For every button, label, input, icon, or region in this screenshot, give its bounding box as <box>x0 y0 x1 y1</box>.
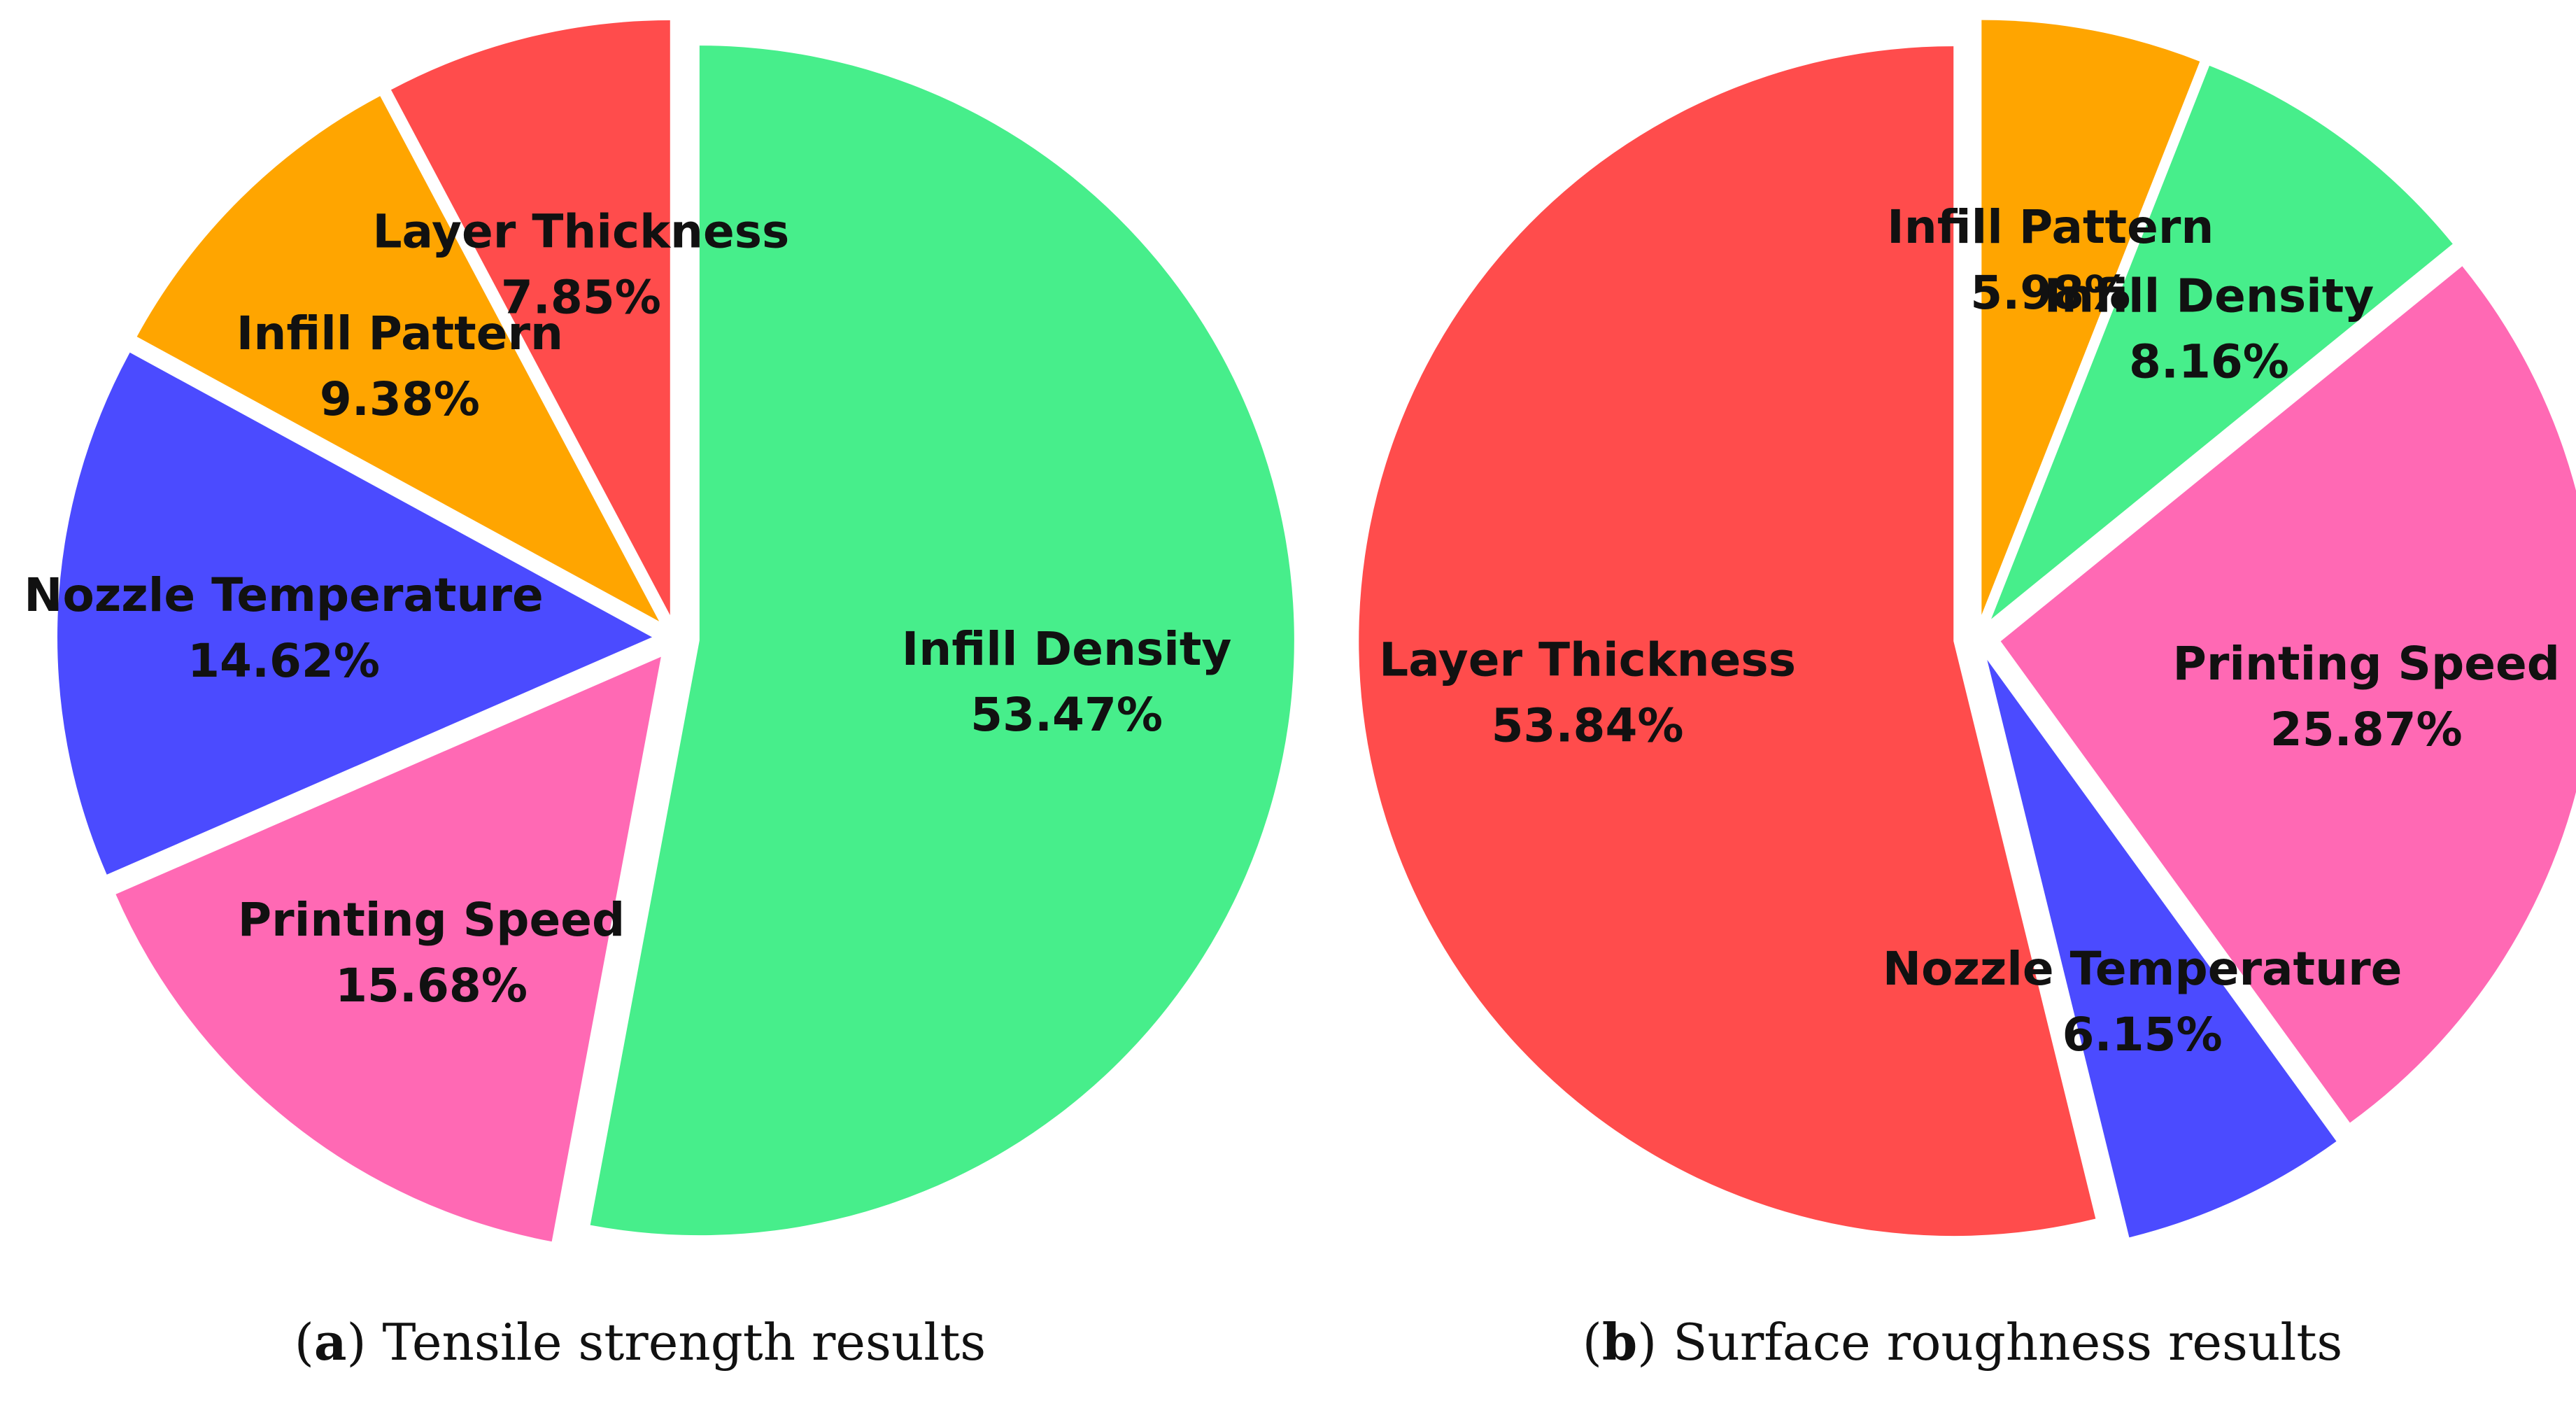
slice-value-layer-thickness: 7.85% <box>501 271 661 325</box>
slice-layer-thickness <box>390 20 670 616</box>
slice-value-infill-pattern: 5.98% <box>1970 266 2130 320</box>
slice-label-nozzle-temperature: Nozzle Temperature <box>24 568 544 622</box>
slice-label-printing-speed: Printing Speed <box>2173 637 2560 691</box>
slice-label-infill-pattern: Infill Pattern <box>1887 200 2214 254</box>
slice-layer-thickness <box>1359 46 2096 1237</box>
slice-printing-speed <box>115 656 661 1242</box>
slice-value-layer-thickness: 53.84% <box>1492 699 1684 753</box>
slice-value-printing-speed: 15.68% <box>335 959 528 1013</box>
caption-a-tag: a <box>313 1312 347 1372</box>
slice-infill-density <box>590 45 1294 1236</box>
slice-nozzle-temperature <box>57 352 653 875</box>
slice-value-infill-density: 53.47% <box>970 688 1163 742</box>
slice-label-printing-speed: Printing Speed <box>238 893 625 947</box>
pie-a: Infill Density 53.47% Printing Speed 15.68%… <box>24 20 1294 1242</box>
slice-label-layer-thickness: Layer Thickness <box>372 205 789 259</box>
slice-value-infill-density: 8.16% <box>2129 335 2289 388</box>
slice-infill-density <box>1991 65 2453 619</box>
slice-label-infill-density: Infill Density <box>2044 269 2375 323</box>
caption-b: (b) Surface roughness results <box>1582 1312 2343 1372</box>
slice-value-infill-pattern: 9.38% <box>320 372 480 426</box>
slice-value-nozzle-temperature: 14.62% <box>187 634 380 688</box>
slice-value-printing-speed: 25.87% <box>2270 703 2463 756</box>
slice-label-infill-pattern: Infill Pattern <box>236 307 563 360</box>
slice-infill-pattern <box>136 96 660 621</box>
slice-label-layer-thickness: Layer Thickness <box>1379 633 1796 687</box>
slice-value-nozzle-temperature: 6.15% <box>2062 1008 2223 1062</box>
caption-b-text: Surface roughness results <box>1673 1313 2343 1372</box>
caption-b-tag: b <box>1601 1312 1638 1372</box>
slice-label-infill-density: Infill Density <box>902 622 1232 676</box>
slice-label-nozzle-temperature: Nozzle Temperature <box>1883 942 2402 996</box>
slice-nozzle-temperature <box>1987 659 2337 1238</box>
slice-infill-pattern <box>1981 20 2200 615</box>
caption-a-text: Tensile strength results <box>382 1313 986 1372</box>
caption-a: (a) Tensile strength results <box>294 1312 986 1372</box>
pie-b: Infill Pattern 5.98%Infill Density 8.16% Pr… <box>1359 20 2576 1238</box>
slice-printing-speed <box>2000 266 2576 1123</box>
